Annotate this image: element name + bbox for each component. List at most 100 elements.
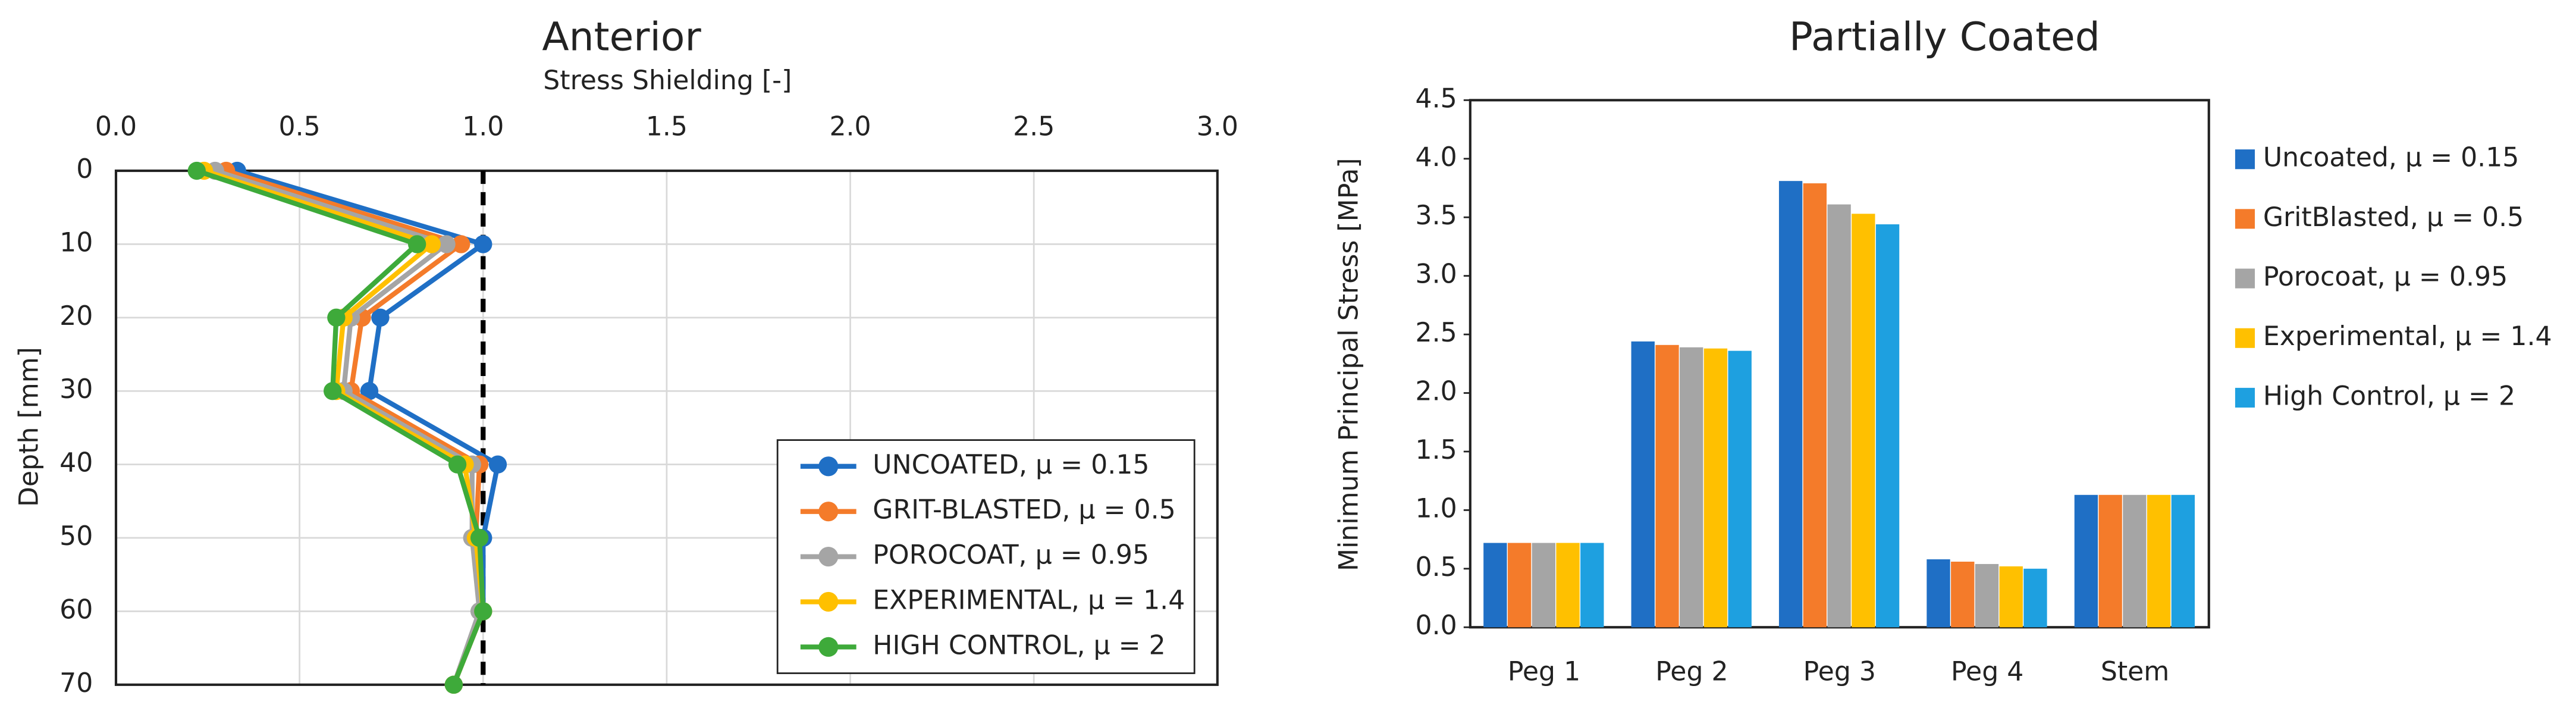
- bar: [1778, 181, 1803, 628]
- x-axis-title: Stress Shielding [-]: [543, 65, 792, 96]
- legend-label: Uncoated, μ = 0.15: [2263, 143, 2519, 173]
- bar: [1926, 559, 1950, 628]
- bar: [1827, 204, 1851, 628]
- data-point: [360, 382, 379, 400]
- x-tick-label: Peg 1: [1508, 657, 1580, 687]
- legend-label: Porocoat, μ = 0.95: [2263, 262, 2508, 292]
- y-tick-label: 1.0: [1416, 493, 1457, 524]
- bar: [1507, 543, 1532, 628]
- y-tick-label: 4.0: [1416, 142, 1457, 173]
- bar: [1680, 347, 1703, 628]
- y-tick-label: 20: [59, 301, 93, 331]
- y-tick-label: 4.5: [1416, 83, 1457, 114]
- legend-marker: [818, 547, 839, 567]
- legend-label: UNCOATED, μ = 0.15: [873, 450, 1149, 480]
- legend-swatch: [2235, 268, 2255, 289]
- x-tick-label: 2.5: [1013, 111, 1055, 142]
- chart-title: Partially Coated: [1789, 14, 2100, 59]
- y-tick-label: 10: [59, 227, 93, 258]
- bar: [1975, 563, 1999, 628]
- bar: [1703, 348, 1728, 628]
- y-tick-label: 50: [59, 521, 93, 552]
- chart-title: Anterior: [542, 14, 701, 59]
- bar: [2147, 494, 2171, 628]
- data-point: [470, 528, 489, 547]
- bar: [1728, 350, 1752, 628]
- y-tick-label: 40: [59, 448, 93, 478]
- bar: [1631, 341, 1655, 628]
- data-point: [324, 382, 342, 400]
- data-point: [474, 235, 492, 253]
- x-tick-label: Peg 3: [1803, 657, 1876, 687]
- legend-swatch: [2235, 387, 2255, 408]
- x-tick-label: 1.0: [462, 111, 504, 142]
- legend-marker: [818, 591, 839, 612]
- x-tick-label: Peg 4: [1951, 657, 2023, 687]
- legend-label: Experimental, μ = 1.4: [2263, 321, 2552, 352]
- legend-swatch: [2235, 149, 2255, 170]
- x-tick-label: 1.5: [646, 111, 688, 142]
- x-tick-label: Stem: [2101, 657, 2169, 687]
- bar: [1532, 543, 1556, 628]
- bar: [1556, 543, 1580, 628]
- bar: [1580, 543, 1604, 628]
- data-point: [488, 455, 507, 474]
- data-point: [452, 235, 470, 253]
- data-point: [444, 675, 463, 694]
- bar: [1483, 543, 1507, 628]
- y-tick-label: 0.5: [1416, 552, 1457, 582]
- legend-label: EXPERIMENTAL, μ = 1.4: [873, 585, 1185, 615]
- y-tick-label: 2.0: [1416, 377, 1457, 407]
- bar: [2098, 494, 2122, 628]
- bar: [1852, 214, 1875, 628]
- bar: [1875, 224, 1900, 628]
- y-tick-label: 0: [76, 154, 93, 184]
- y-axis-title: Depth [mm]: [14, 347, 44, 507]
- y-tick-label: 60: [59, 594, 93, 625]
- data-point: [371, 308, 390, 327]
- legend-swatch: [2235, 328, 2255, 348]
- y-tick-label: 3.0: [1416, 259, 1457, 290]
- x-tick-label: 0.0: [95, 111, 137, 142]
- data-point: [474, 602, 492, 621]
- legend-marker: [818, 637, 839, 657]
- bar: [1803, 183, 1827, 628]
- legend-marker: [818, 502, 839, 522]
- series-line: [214, 168, 482, 686]
- bar: [1655, 344, 1679, 628]
- legend-marker: [818, 456, 839, 477]
- legend-swatch: [2235, 209, 2255, 229]
- y-tick-label: 1.5: [1416, 435, 1457, 465]
- x-tick-label: 0.5: [279, 111, 321, 142]
- plot-frame: [114, 169, 1219, 686]
- y-tick-label: 2.5: [1416, 318, 1457, 348]
- bar: [2171, 494, 2195, 628]
- data-point: [422, 235, 441, 253]
- data-point: [448, 455, 467, 474]
- bar: [2074, 494, 2098, 628]
- y-axis-title: Minimum Principal Stress [MPa]: [1334, 158, 1364, 571]
- bar: [1999, 566, 2023, 628]
- legend-label: GRIT-BLASTED, μ = 0.5: [873, 495, 1176, 525]
- x-tick-label: 3.0: [1197, 111, 1238, 142]
- x-tick-label: Peg 2: [1655, 657, 1728, 687]
- bar: [2023, 568, 2047, 628]
- legend-label: High Control, μ = 2: [2263, 381, 2515, 411]
- data-point: [187, 161, 206, 180]
- x-tick-label: 2.0: [829, 111, 871, 142]
- bar: [2123, 494, 2147, 628]
- y-tick-label: 3.5: [1416, 201, 1457, 231]
- y-tick-label: 70: [59, 668, 93, 699]
- bar: [1951, 562, 1975, 628]
- legend-label: GritBlasted, μ = 0.5: [2263, 202, 2524, 233]
- series-line: [196, 168, 486, 686]
- legend-label: HIGH CONTROL, μ = 2: [873, 630, 1165, 660]
- legend-label: POROCOAT, μ = 0.95: [873, 540, 1149, 571]
- y-tick-label: 0.0: [1416, 610, 1457, 641]
- data-point: [437, 235, 456, 253]
- y-tick-label: 30: [59, 374, 93, 405]
- data-point: [327, 308, 346, 327]
- data-point: [407, 235, 426, 253]
